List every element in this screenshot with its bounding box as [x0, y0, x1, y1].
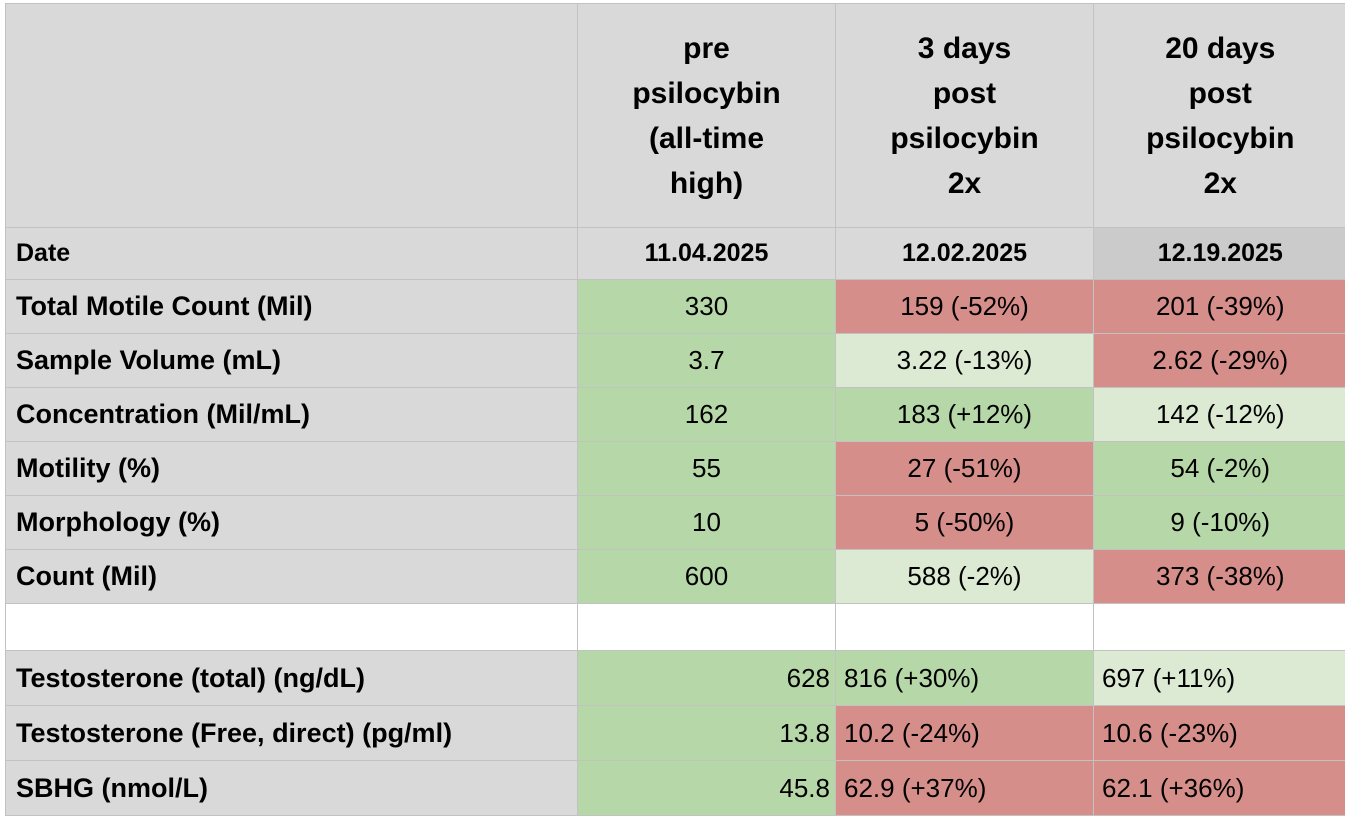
cell-concentration-pre[interactable]: 162	[577, 387, 836, 442]
cell-morphology-3d[interactable]: 5 (-50%)	[835, 495, 1094, 550]
row-motility: Motility (%) 55 27 (-51%) 54 (-2%)	[5, 441, 1345, 496]
cell-sbhg-pre[interactable]: 45.8	[577, 760, 836, 816]
cell-count-pre[interactable]: 600	[577, 549, 836, 604]
header-cell-pre-psilocybin[interactable]: pre psilocybin (all-time high)	[577, 3, 836, 228]
cell-testosterone-free-20d[interactable]: 10.6 (-23%)	[1093, 705, 1345, 761]
cell-volume-3d[interactable]: 3.22 (-13%)	[835, 333, 1094, 388]
header-cell-blank[interactable]	[5, 3, 578, 228]
row-label-motility[interactable]: Motility (%)	[5, 441, 578, 496]
cell-testosterone-free-pre[interactable]: 13.8	[577, 705, 836, 761]
row-total-motile-count: Total Motile Count (Mil) 330 159 (-52%) …	[5, 279, 1345, 334]
cell-date-3d[interactable]: 12.02.2025	[835, 227, 1094, 280]
cell-count-20d[interactable]: 373 (-38%)	[1093, 549, 1345, 604]
cell-volume-pre[interactable]: 3.7	[577, 333, 836, 388]
header-cell-20-days-post[interactable]: 20 days post psilocybin 2x	[1093, 3, 1345, 228]
cell-date-20d[interactable]: 12.19.2025	[1093, 227, 1345, 280]
cell-count-3d[interactable]: 588 (-2%)	[835, 549, 1094, 604]
cell-motility-pre[interactable]: 55	[577, 441, 836, 496]
cell-date-pre[interactable]: 11.04.2025	[577, 227, 836, 280]
row-label-testosterone-total[interactable]: Testosterone (total) (ng/dL)	[5, 650, 578, 706]
cell-tmc-20d[interactable]: 201 (-39%)	[1093, 279, 1345, 334]
cell-spacer-20d[interactable]	[1093, 603, 1345, 651]
header-row: pre psilocybin (all-time high) 3 days po…	[5, 3, 1345, 228]
cell-spacer-pre[interactable]	[577, 603, 836, 651]
row-morphology: Morphology (%) 10 5 (-50%) 9 (-10%)	[5, 495, 1345, 550]
cell-morphology-pre[interactable]: 10	[577, 495, 836, 550]
cell-concentration-3d[interactable]: 183 (+12%)	[835, 387, 1094, 442]
row-sample-volume: Sample Volume (mL) 3.7 3.22 (-13%) 2.62 …	[5, 333, 1345, 388]
row-label-concentration[interactable]: Concentration (Mil/mL)	[5, 387, 578, 442]
row-label-count[interactable]: Count (Mil)	[5, 549, 578, 604]
row-concentration: Concentration (Mil/mL) 162 183 (+12%) 14…	[5, 387, 1345, 442]
row-label-total-motile-count[interactable]: Total Motile Count (Mil)	[5, 279, 578, 334]
row-count: Count (Mil) 600 588 (-2%) 373 (-38%)	[5, 549, 1345, 604]
cell-testosterone-total-pre[interactable]: 628	[577, 650, 836, 706]
row-label-date[interactable]: Date	[5, 227, 578, 280]
row-label-morphology[interactable]: Morphology (%)	[5, 495, 578, 550]
row-spacer	[5, 603, 1345, 651]
row-sbhg: SBHG (nmol/L) 45.8 62.9 (+37%) 62.1 (+36…	[5, 760, 1345, 816]
comparison-table: pre psilocybin (all-time high) 3 days po…	[5, 3, 1345, 816]
row-label-sbhg[interactable]: SBHG (nmol/L)	[5, 760, 578, 816]
row-testosterone-total: Testosterone (total) (ng/dL) 628 816 (+3…	[5, 650, 1345, 706]
cell-tmc-3d[interactable]: 159 (-52%)	[835, 279, 1094, 334]
row-date: Date 11.04.2025 12.02.2025 12.19.2025	[5, 227, 1345, 280]
cell-spacer-3d[interactable]	[835, 603, 1094, 651]
cell-sbhg-20d[interactable]: 62.1 (+36%)	[1093, 760, 1345, 816]
row-testosterone-free: Testosterone (Free, direct) (pg/ml) 13.8…	[5, 705, 1345, 761]
cell-sbhg-3d[interactable]: 62.9 (+37%)	[835, 760, 1094, 816]
cell-testosterone-free-3d[interactable]: 10.2 (-24%)	[835, 705, 1094, 761]
cell-concentration-20d[interactable]: 142 (-12%)	[1093, 387, 1345, 442]
cell-tmc-pre[interactable]: 330	[577, 279, 836, 334]
header-cell-3-days-post[interactable]: 3 days post psilocybin 2x	[835, 3, 1094, 228]
cell-testosterone-total-20d[interactable]: 697 (+11%)	[1093, 650, 1345, 706]
row-label-testosterone-free[interactable]: Testosterone (Free, direct) (pg/ml)	[5, 705, 578, 761]
cell-morphology-20d[interactable]: 9 (-10%)	[1093, 495, 1345, 550]
cell-volume-20d[interactable]: 2.62 (-29%)	[1093, 333, 1345, 388]
cell-spacer-label[interactable]	[5, 603, 578, 651]
row-label-sample-volume[interactable]: Sample Volume (mL)	[5, 333, 578, 388]
cell-testosterone-total-3d[interactable]: 816 (+30%)	[835, 650, 1094, 706]
cell-motility-3d[interactable]: 27 (-51%)	[835, 441, 1094, 496]
cell-motility-20d[interactable]: 54 (-2%)	[1093, 441, 1345, 496]
